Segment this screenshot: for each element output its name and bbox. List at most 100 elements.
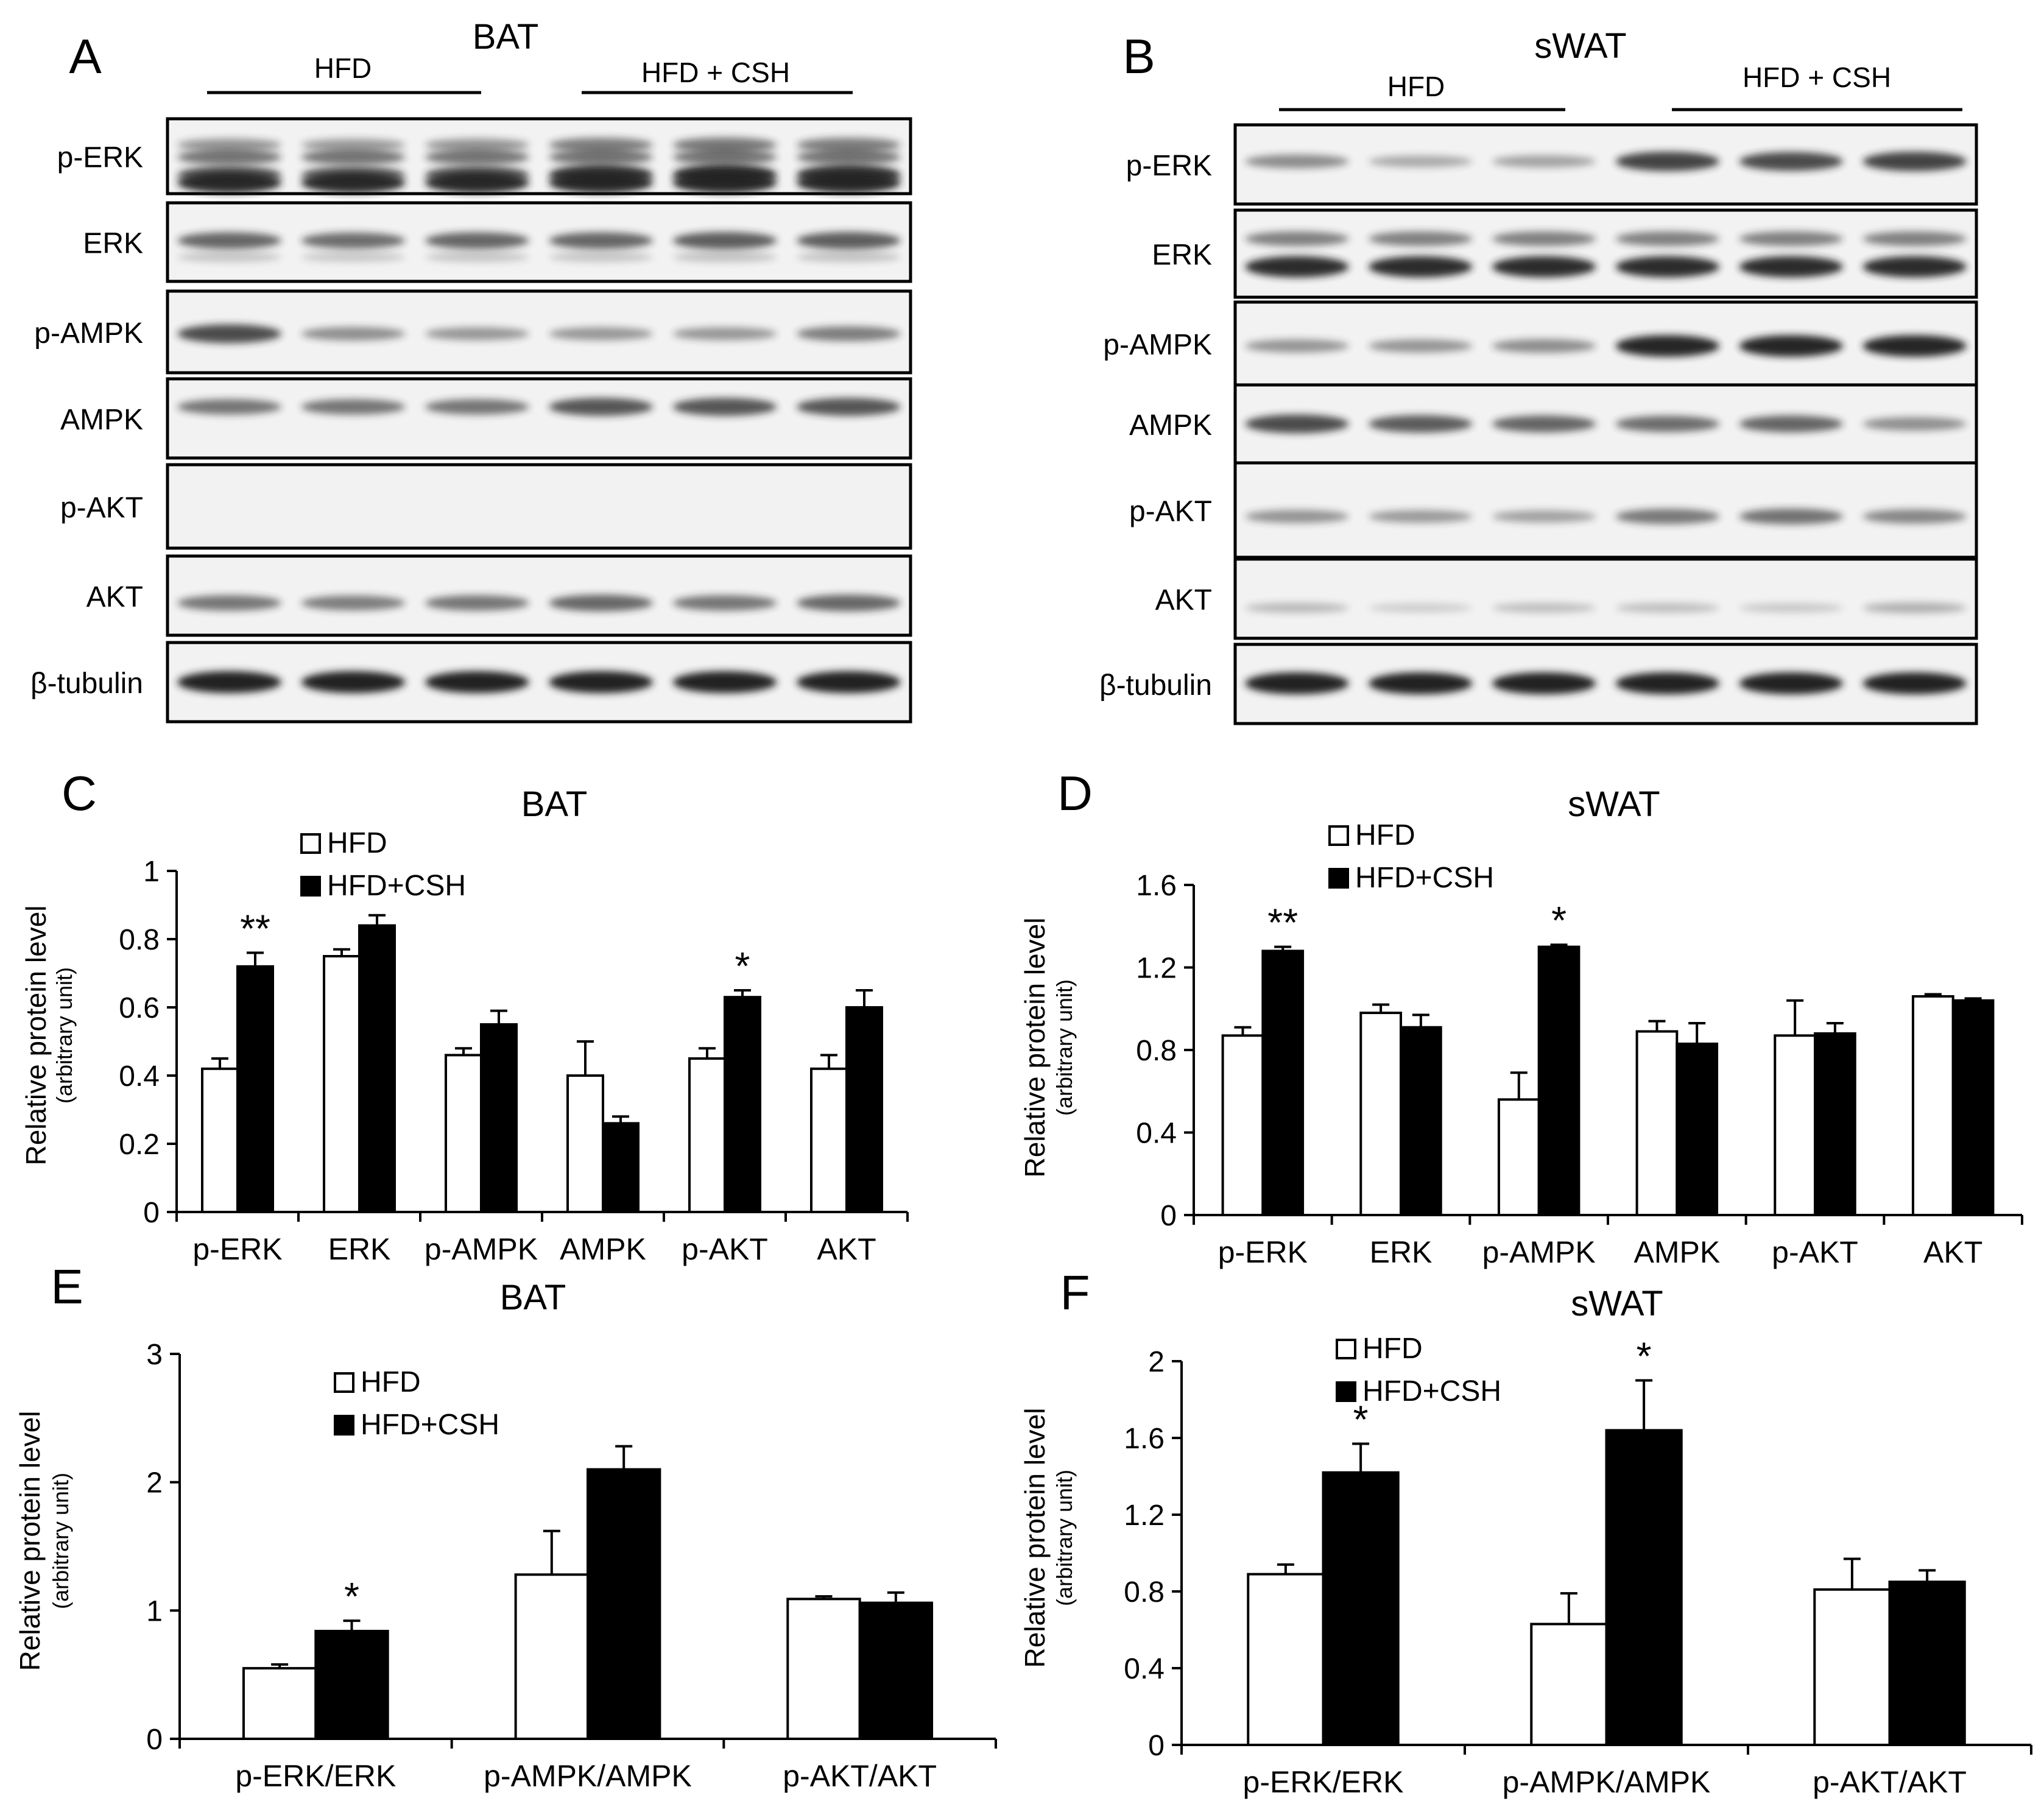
blot-band bbox=[1739, 335, 1843, 357]
blot-strip bbox=[1233, 300, 1978, 387]
y-tick-label: 1.2 bbox=[1136, 953, 1177, 985]
blot-band bbox=[1863, 417, 1967, 431]
chart-title: BAT bbox=[521, 784, 588, 824]
blot-band bbox=[177, 138, 282, 152]
panel-letter-f: F bbox=[1060, 1266, 1090, 1320]
blot-strip bbox=[166, 289, 912, 375]
blot-strip bbox=[166, 201, 912, 283]
blot-band bbox=[1863, 152, 1967, 171]
blot-label: ERK bbox=[1152, 239, 1212, 272]
blot-label: β-tubulin bbox=[30, 668, 143, 700]
blot-band bbox=[177, 172, 282, 194]
x-tick-label: p-AMPK/AMPK bbox=[1503, 1765, 1711, 1799]
blot-label: AMPK bbox=[60, 404, 143, 436]
blot-band bbox=[301, 138, 406, 152]
blot-band bbox=[1739, 672, 1843, 694]
blot-band bbox=[425, 252, 529, 262]
bar-hfd-csh bbox=[314, 1630, 389, 1741]
blot-band bbox=[796, 231, 901, 250]
bar-chart-e: BAT Relative protein level (arbitrary unit… bbox=[14, 1278, 997, 1793]
blot-band bbox=[1739, 415, 1843, 432]
legend-swatch bbox=[300, 833, 321, 854]
blot-strip bbox=[1233, 123, 1978, 206]
blot-band bbox=[301, 252, 406, 262]
chart-panel-e: E BAT Relative protein level (arbitrary un… bbox=[14, 1260, 997, 1793]
legend-swatch bbox=[334, 1415, 354, 1436]
blot-band bbox=[549, 327, 654, 340]
y-tick-label: 1.6 bbox=[1124, 1423, 1165, 1455]
bar-hfd-csh bbox=[480, 1023, 518, 1213]
blot-band bbox=[1863, 335, 1967, 357]
significance-marker: * bbox=[1551, 898, 1566, 942]
y-axis-label: Relative protein level bbox=[14, 1411, 46, 1671]
blot-band bbox=[796, 594, 901, 611]
panel-letter-a: A bbox=[69, 29, 102, 83]
blot-band bbox=[1245, 672, 1349, 694]
group-label-csh-b: HFD + CSH bbox=[1743, 62, 1891, 93]
blot-band bbox=[796, 137, 901, 153]
legend-label: HFD bbox=[361, 1366, 421, 1398]
blot-strip bbox=[166, 463, 912, 550]
bar-hfd-csh bbox=[236, 965, 274, 1214]
blot-band bbox=[672, 398, 777, 416]
blot-band bbox=[1492, 672, 1596, 694]
significance-marker: * bbox=[344, 1574, 359, 1618]
blot-band bbox=[796, 326, 901, 342]
blot-strip bbox=[1233, 643, 1978, 725]
blot-band bbox=[1615, 152, 1720, 171]
chart-title: BAT bbox=[500, 1278, 566, 1317]
blot-band bbox=[1492, 339, 1596, 353]
y-tick-label: 2 bbox=[1148, 1346, 1165, 1378]
blot-band bbox=[549, 594, 654, 611]
blot-band bbox=[796, 149, 901, 165]
bar-hfd bbox=[1221, 1034, 1264, 1216]
bar-hfd bbox=[688, 1057, 726, 1213]
panel-letter-c: C bbox=[62, 766, 97, 820]
significance-marker: ** bbox=[240, 906, 270, 950]
x-tick-label: AKT bbox=[817, 1232, 876, 1266]
x-tick-label: p-AKT/AKT bbox=[1813, 1765, 1967, 1799]
bar-hfd-csh bbox=[1814, 1032, 1856, 1217]
blot-band bbox=[1739, 603, 1843, 613]
y-axis-label: Relative protein level bbox=[20, 905, 52, 1165]
blot-band bbox=[672, 671, 777, 693]
blot-label: AKT bbox=[86, 581, 143, 613]
bar-hfd bbox=[566, 1074, 604, 1213]
panel-letter-b: B bbox=[1122, 29, 1155, 83]
blot-band bbox=[425, 232, 529, 249]
blot-band bbox=[549, 149, 654, 165]
group-label-hfd-b: HFD bbox=[1387, 71, 1445, 102]
blot-label: p-AKT bbox=[60, 492, 143, 524]
legend-label: HFD+CSH bbox=[361, 1409, 499, 1441]
blot-band bbox=[301, 172, 406, 194]
blot-panel-a: A BAT HFD HFD + CSH p-ERKERKp-AMPKAMPKp-… bbox=[30, 17, 912, 724]
blot-title-a: BAT bbox=[473, 17, 539, 57]
blot-band bbox=[1492, 256, 1596, 278]
blot-band bbox=[177, 232, 282, 249]
bar-chart-c: BAT Relative protein level (arbitrary unit… bbox=[20, 784, 909, 1266]
blot-band bbox=[1492, 510, 1596, 523]
blot-band bbox=[672, 252, 777, 262]
x-tick-label: p-AKT/AKT bbox=[783, 1759, 937, 1793]
y-tick-label: 1 bbox=[143, 856, 160, 888]
legend-swatch bbox=[334, 1372, 354, 1393]
y-tick-label: 1 bbox=[146, 1595, 163, 1627]
bar-hfd-csh bbox=[858, 1601, 934, 1741]
blot-band bbox=[1863, 231, 1967, 247]
blot-label: p-AKT bbox=[1129, 496, 1212, 528]
blot-band bbox=[1245, 414, 1349, 434]
bar-hfd bbox=[1497, 1098, 1540, 1217]
x-tick-label: ERK bbox=[328, 1232, 391, 1266]
bar-hfd bbox=[1247, 1573, 1325, 1746]
y-tick-label: 0 bbox=[146, 1724, 163, 1756]
y-tick-label: 0.4 bbox=[1136, 1118, 1177, 1150]
bar-hfd bbox=[1530, 1622, 1608, 1747]
blot-band bbox=[672, 149, 777, 165]
blot-band bbox=[1245, 256, 1349, 278]
bar-hfd-csh bbox=[1537, 945, 1581, 1216]
significance-marker: * bbox=[1353, 1397, 1369, 1441]
blot-band bbox=[425, 138, 529, 152]
blot-band bbox=[1369, 603, 1473, 613]
x-tick-label: p-AKT bbox=[682, 1232, 768, 1266]
blot-band bbox=[301, 595, 406, 611]
